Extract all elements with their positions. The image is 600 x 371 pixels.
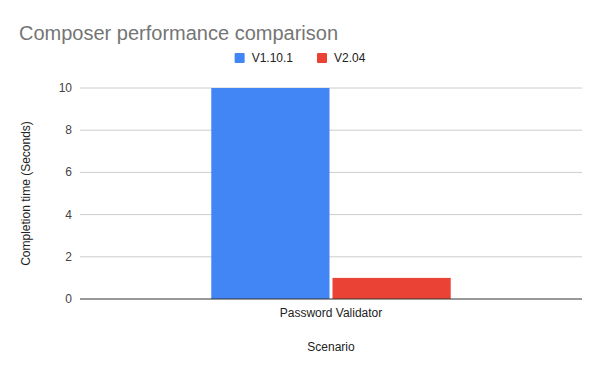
legend-label: V1.10.1: [252, 51, 294, 65]
grid-line: [80, 88, 582, 89]
legend-label: V2.04: [334, 51, 366, 65]
bar: [211, 88, 329, 299]
y-tick-label: 8: [65, 123, 72, 137]
x-tick-label: Password Validator: [280, 306, 383, 320]
y-tick-label: 4: [65, 208, 72, 222]
grid-line: [80, 214, 582, 215]
legend: V1.10.1 V2.04: [235, 51, 366, 65]
bars: [211, 88, 450, 299]
legend-swatch: [235, 53, 245, 63]
legend-swatch: [317, 53, 327, 63]
x-axis-line: [80, 299, 582, 300]
grid-line: [80, 256, 582, 257]
chart-title: Composer performance comparison: [19, 22, 338, 44]
y-axis-title: Completion time (Seconds): [19, 121, 33, 266]
y-tick-label: 2: [65, 250, 72, 264]
grid: [80, 88, 582, 257]
chart-svg: Composer performance comparison 0 2 4 6 8 10 Pa…: [0, 0, 600, 371]
grid-line: [80, 172, 582, 173]
x-axis-title: Scenario: [307, 340, 355, 354]
y-tick-label: 10: [59, 81, 73, 95]
y-tick-label: 6: [65, 165, 72, 179]
bar: [333, 278, 451, 299]
grid-line: [80, 130, 582, 131]
y-tick-label: 0: [65, 292, 72, 306]
chart-container: Composer performance comparison 0 2 4 6 8 10 Pa…: [0, 0, 600, 371]
